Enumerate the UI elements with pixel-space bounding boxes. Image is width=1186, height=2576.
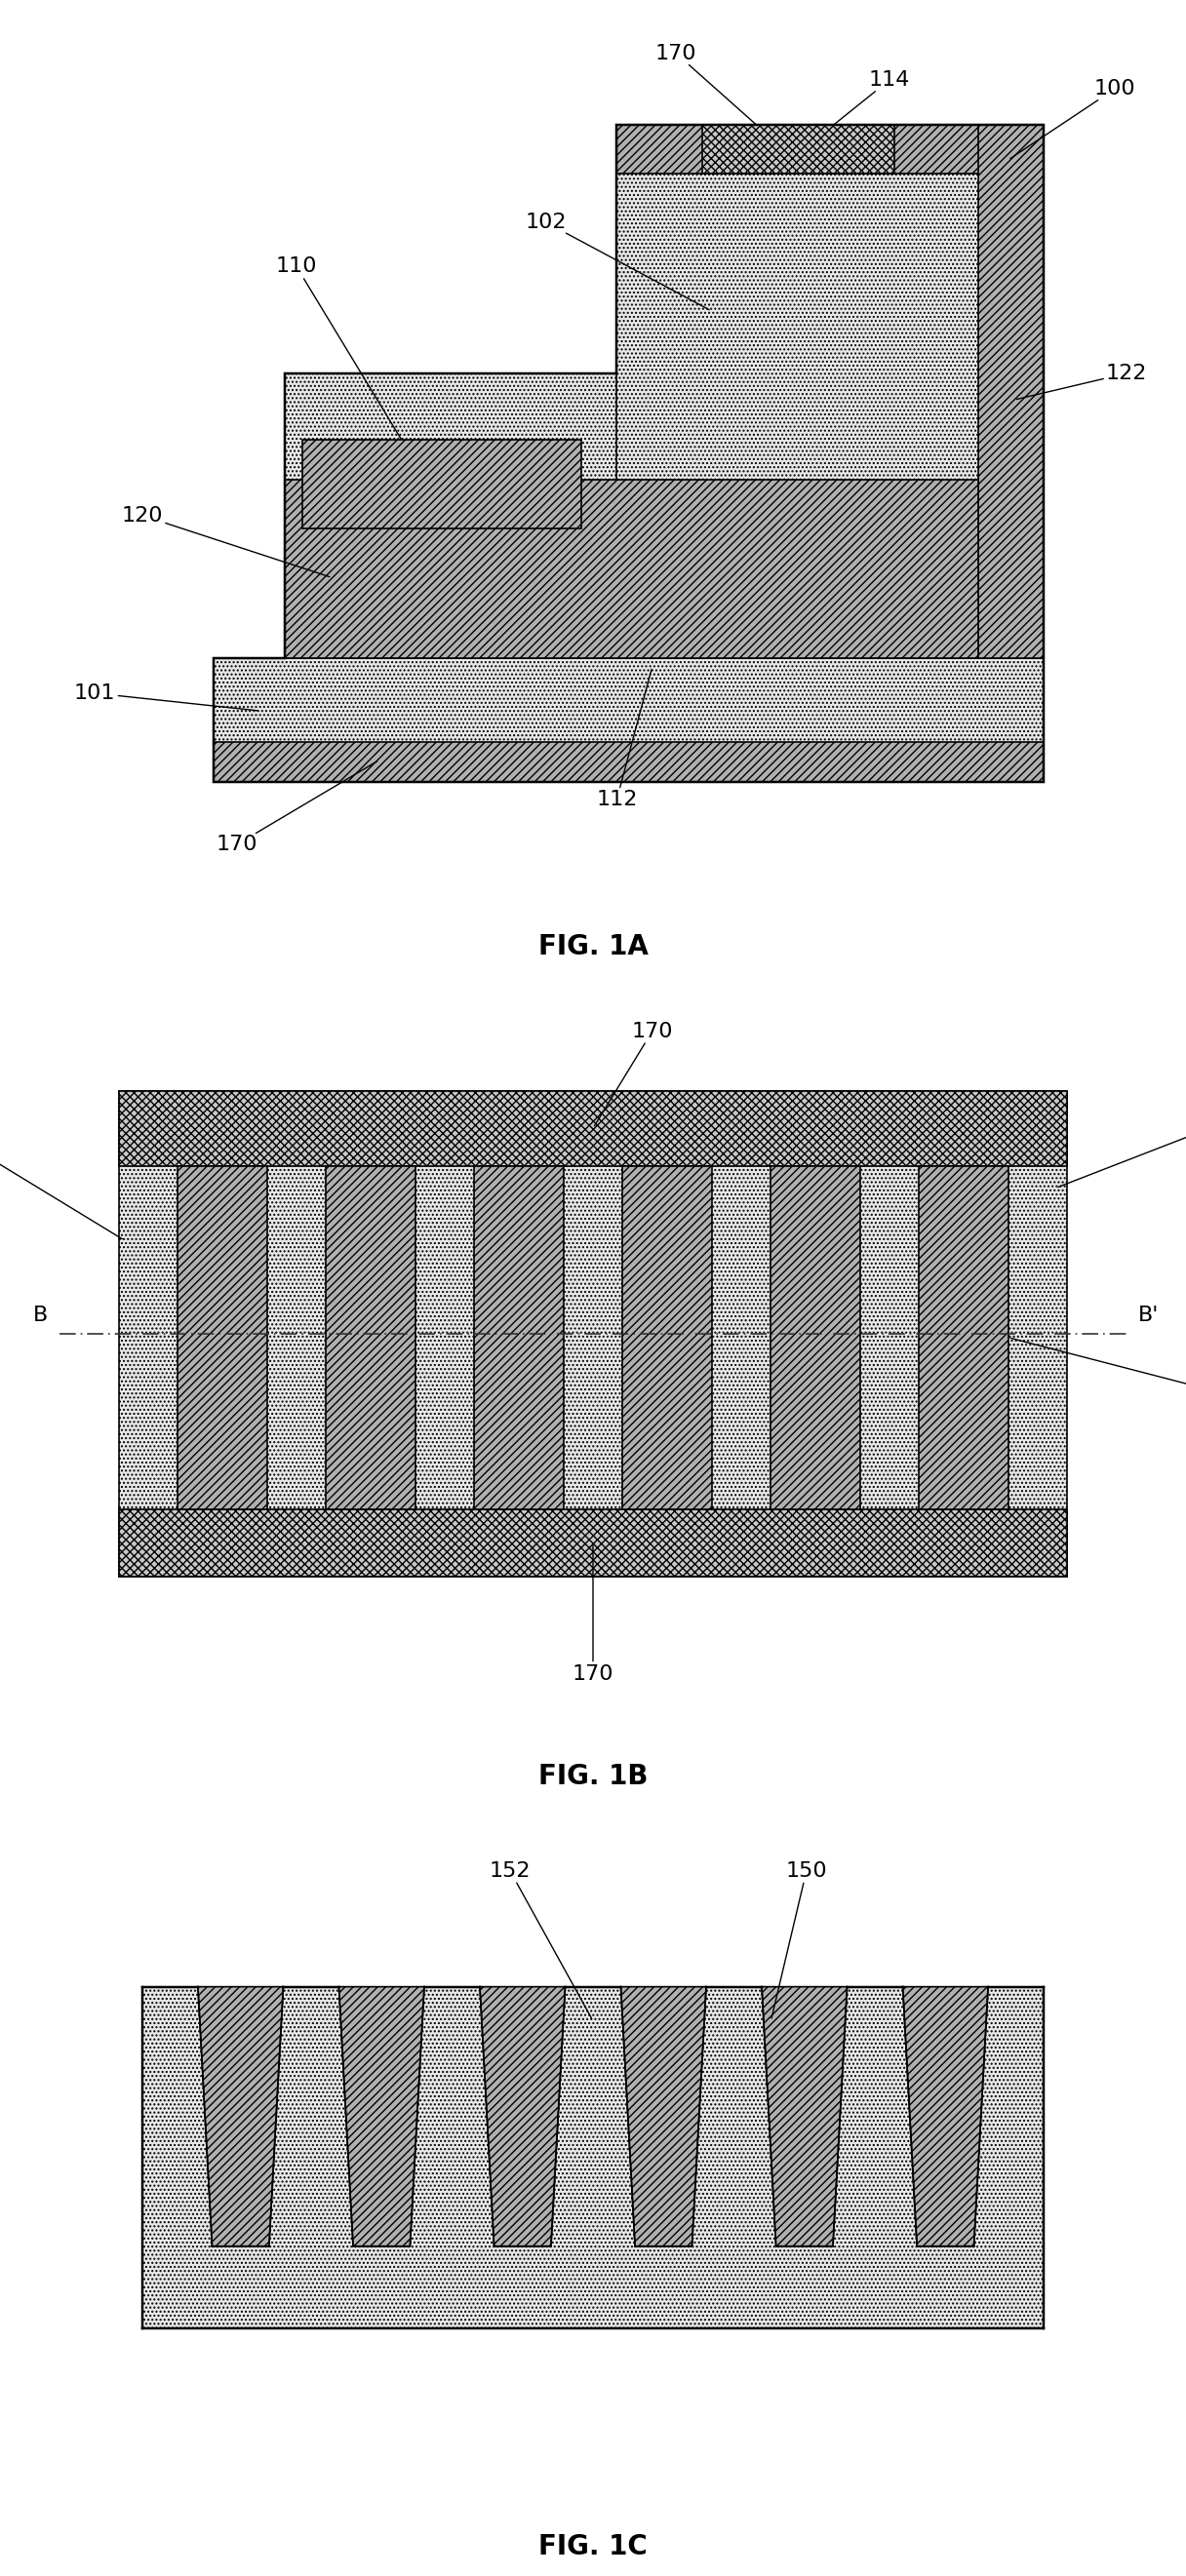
- Text: B': B': [1139, 1306, 1160, 1324]
- Polygon shape: [620, 1986, 706, 2246]
- Bar: [474, 1164, 563, 1510]
- Text: B: B: [32, 1306, 47, 1324]
- Bar: [285, 374, 664, 657]
- Text: 101: 101: [1058, 1118, 1186, 1188]
- Bar: [302, 440, 581, 528]
- Bar: [213, 657, 1044, 783]
- Text: 170: 170: [656, 44, 769, 137]
- Text: 114: 114: [809, 70, 910, 144]
- Polygon shape: [480, 1986, 566, 2246]
- Bar: [119, 1092, 1067, 1577]
- Bar: [617, 124, 1044, 173]
- Text: 112: 112: [597, 670, 651, 809]
- Polygon shape: [761, 1986, 847, 2246]
- Bar: [213, 742, 1044, 783]
- Text: 120: 120: [122, 505, 330, 577]
- Bar: [702, 124, 894, 173]
- Polygon shape: [339, 1986, 425, 2246]
- Text: 170: 170: [594, 1023, 672, 1126]
- Text: 122: 122: [1016, 363, 1147, 399]
- Bar: [285, 479, 978, 657]
- Bar: [617, 124, 1044, 657]
- Bar: [771, 1164, 860, 1510]
- Text: 102: 102: [1010, 1337, 1186, 1399]
- Text: FIG. 1B: FIG. 1B: [538, 1762, 648, 1790]
- Polygon shape: [903, 1986, 988, 2246]
- Text: 110: 110: [276, 258, 414, 461]
- Text: 170: 170: [573, 1546, 613, 1682]
- Bar: [326, 1164, 415, 1510]
- Bar: [142, 1986, 1044, 2329]
- Text: FIG. 1A: FIG. 1A: [538, 933, 648, 961]
- Bar: [978, 124, 1044, 657]
- Text: 102: 102: [525, 211, 709, 309]
- Text: 101: 101: [75, 683, 259, 711]
- Bar: [623, 1164, 712, 1510]
- Bar: [119, 1510, 1067, 1577]
- Text: 100: 100: [1010, 80, 1136, 160]
- Text: 122: 122: [0, 1118, 122, 1239]
- Bar: [919, 1164, 1008, 1510]
- Bar: [119, 1092, 1067, 1164]
- Text: FIG. 1C: FIG. 1C: [538, 2532, 648, 2561]
- Text: 170: 170: [217, 762, 377, 855]
- Polygon shape: [198, 1986, 283, 2246]
- Bar: [178, 1164, 267, 1510]
- Text: 150: 150: [772, 1860, 828, 2017]
- Text: 152: 152: [490, 1860, 592, 2020]
